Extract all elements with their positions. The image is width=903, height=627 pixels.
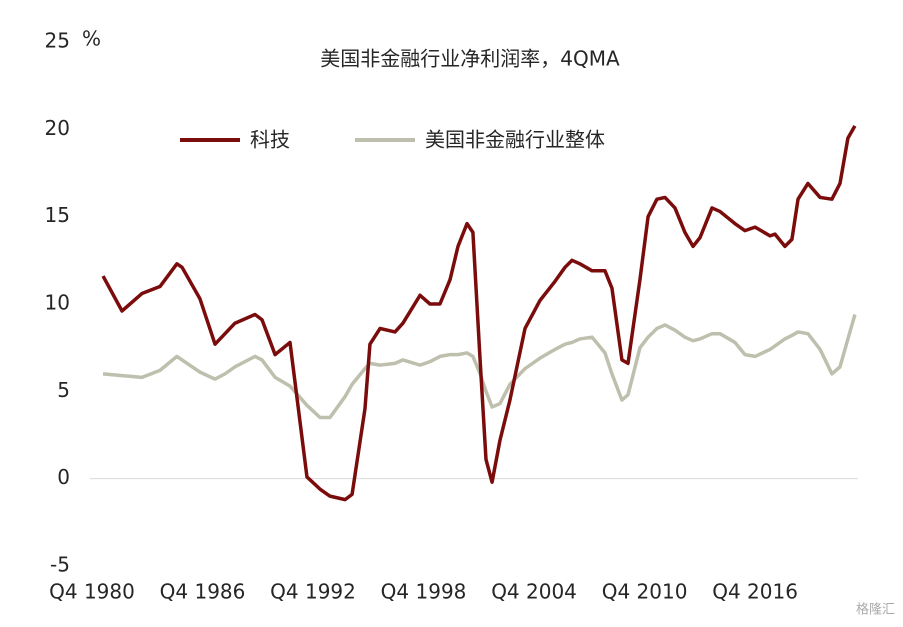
y-tick-label: 25 <box>45 29 70 53</box>
legend-label: 科技 <box>250 128 290 152</box>
series-line <box>102 313 857 420</box>
legend-label: 美国非金融行业整体 <box>425 128 605 152</box>
y-tick-label: 15 <box>45 203 70 227</box>
x-tick-label: Q4 1986 <box>160 580 246 604</box>
y-tick-label: 5 <box>57 378 70 402</box>
series-line <box>101 124 857 502</box>
x-tick-label: Q4 1992 <box>270 580 356 604</box>
watermark: 格隆汇 <box>856 602 895 618</box>
y-tick-label: 20 <box>45 116 70 140</box>
y-tick-label: 0 <box>57 465 70 489</box>
y-axis-label: % <box>82 27 101 51</box>
x-tick-label: Q4 1998 <box>381 580 467 604</box>
x-tick-label: Q4 2004 <box>491 580 577 604</box>
y-tick-label: -5 <box>50 553 70 577</box>
x-tick-label: Q4 2016 <box>712 580 798 604</box>
y-tick-label: 10 <box>45 291 70 315</box>
x-tick-label: Q4 1980 <box>49 580 135 604</box>
chart-title: 美国非金融行业净利润率，4QMA <box>320 47 620 71</box>
x-tick-label: Q4 2010 <box>602 580 688 604</box>
